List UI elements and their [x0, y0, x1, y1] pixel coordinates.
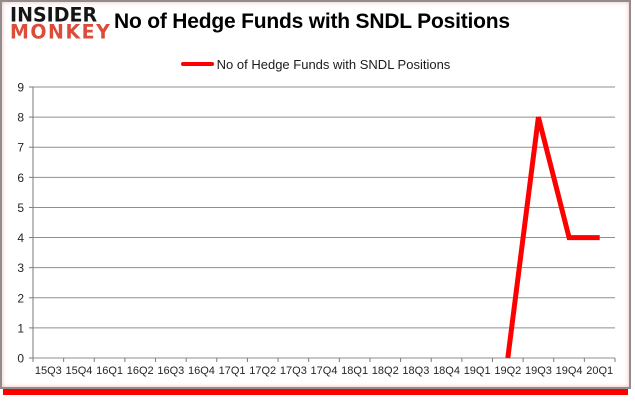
x-axis-label: 16Q1 [96, 365, 123, 377]
x-axis-label: 17Q3 [280, 365, 307, 377]
x-axis-label: 17Q1 [219, 365, 246, 377]
y-axis-label: 6 [17, 171, 24, 185]
x-axis-label: 18Q3 [402, 365, 429, 377]
chart-card: INSIDER MONKEY No of Hedge Funds with SN… [0, 0, 631, 389]
x-axis-label: 15Q3 [35, 365, 62, 377]
y-axis-label: 0 [17, 352, 24, 366]
x-axis-label: 19Q3 [525, 365, 552, 377]
insider-monkey-logo: INSIDER MONKEY [10, 3, 112, 45]
x-axis-label: 17Q4 [311, 365, 338, 377]
y-axis-label: 1 [17, 321, 24, 335]
x-axis-label: 19Q4 [556, 365, 583, 377]
y-axis-label: 3 [17, 261, 24, 275]
x-axis-label: 18Q1 [341, 365, 368, 377]
x-axis-label: 16Q2 [127, 365, 154, 377]
y-axis-label: 2 [17, 291, 24, 305]
y-axis-label: 5 [17, 201, 24, 215]
x-axis-label: 16Q4 [188, 365, 215, 377]
legend: No of Hedge Funds with SNDL Positions [2, 55, 629, 73]
x-axis-label: 19Q1 [464, 365, 491, 377]
chart-title: No of Hedge Funds with SNDL Positions [114, 10, 510, 33]
x-axis-label: 18Q2 [372, 365, 399, 377]
y-axis-label: 8 [17, 111, 24, 125]
data-series-line [505, 116, 600, 359]
x-axis-label: 19Q2 [494, 365, 521, 377]
y-axis-label: 7 [17, 141, 24, 155]
x-axis-label: 18Q4 [433, 365, 460, 377]
x-axis-label: 17Q2 [249, 365, 276, 377]
logo-text-insider: INSIDER [10, 3, 98, 27]
legend-label: No of Hedge Funds with SNDL Positions [216, 56, 451, 72]
logo-text-monkey: MONKEY [10, 21, 112, 45]
legend-marker-line [180, 62, 214, 66]
x-axis-label: 16Q3 [157, 365, 184, 377]
y-axis-label: 4 [17, 231, 24, 245]
x-axis-label: 15Q4 [65, 365, 92, 377]
y-axis-label: 9 [17, 81, 24, 95]
x-axis-label: 20Q1 [586, 365, 613, 377]
